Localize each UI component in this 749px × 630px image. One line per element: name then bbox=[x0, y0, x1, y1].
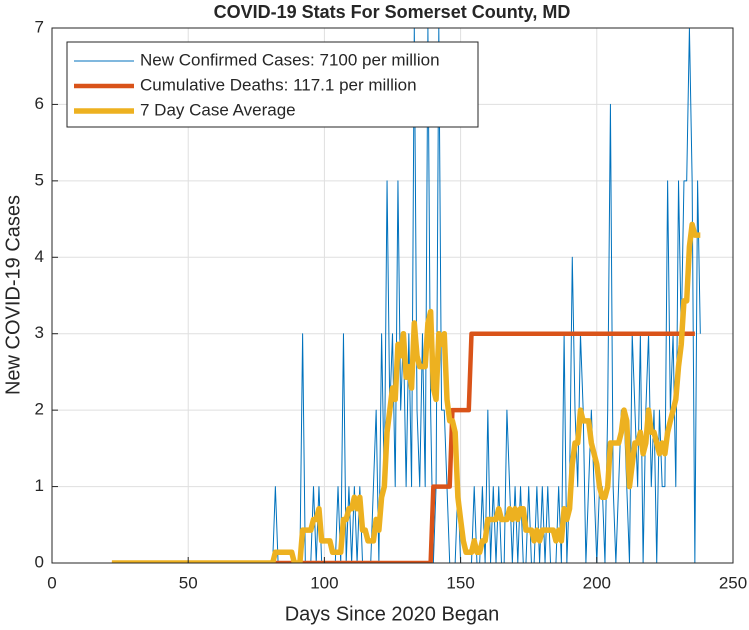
y-tick-label: 7 bbox=[35, 17, 44, 36]
lines bbox=[111, 28, 701, 563]
x-tick-label: 100 bbox=[310, 573, 338, 592]
y-tick-label: 2 bbox=[35, 400, 44, 419]
y-tick-label: 5 bbox=[35, 170, 44, 189]
series-line bbox=[111, 221, 701, 563]
legend: New Confirmed Cases: 7100 per million Cum… bbox=[66, 41, 479, 128]
x-tick-label: 200 bbox=[583, 573, 611, 592]
ticks: 0 50 100 150 200 250 0 1 2 3 4 5 6 7 bbox=[35, 17, 748, 592]
x-tick-label: 250 bbox=[719, 573, 747, 592]
chart-title: COVID-19 Stats For Somerset County, MD bbox=[214, 2, 571, 22]
series-line bbox=[111, 331, 695, 563]
y-tick-label: 1 bbox=[35, 476, 44, 495]
y-tick-label: 3 bbox=[35, 323, 44, 342]
legend-label: 7 Day Case Average bbox=[140, 100, 296, 119]
x-tick-label: 0 bbox=[47, 573, 56, 592]
x-axis-label: Days Since 2020 Began bbox=[285, 603, 500, 625]
y-tick-label: 6 bbox=[35, 94, 44, 113]
y-tick-label: 0 bbox=[35, 552, 44, 571]
y-tick-label: 4 bbox=[35, 247, 44, 266]
legend-label: New Confirmed Cases: 7100 per million bbox=[140, 50, 440, 69]
legend-box bbox=[66, 41, 479, 128]
x-tick-label: 50 bbox=[179, 573, 198, 592]
axes-box bbox=[51, 27, 734, 564]
legend-label: Cumulative Deaths: 117.1 per million bbox=[140, 75, 417, 94]
y-axis-label: New COVID-19 Cases bbox=[2, 195, 24, 395]
x-tick-label: 150 bbox=[446, 573, 474, 592]
